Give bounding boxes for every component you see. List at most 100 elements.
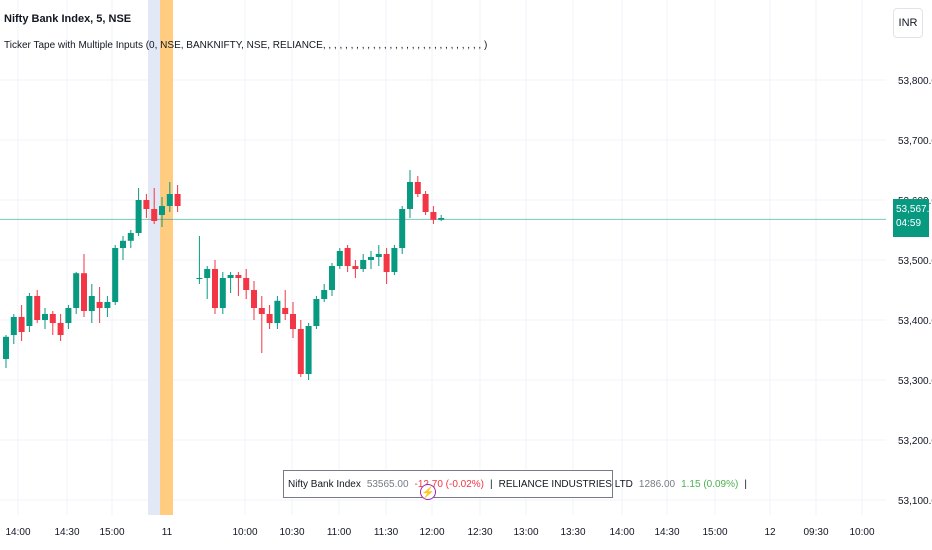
candle-body [3, 336, 9, 359]
candle-body [18, 317, 25, 332]
price-axis-label: 53,700.00 [898, 136, 932, 147]
candle-body [243, 278, 250, 290]
candle-body [251, 290, 257, 308]
lightning-icon[interactable]: ⚡ [420, 484, 436, 500]
ticker-change-2: 1.15 (0.09%) [681, 478, 739, 490]
candle-body [212, 269, 218, 308]
time-axis-label: 13:00 [513, 527, 538, 538]
time-axis-label: 10:30 [279, 527, 304, 538]
time-axis-label: 13:30 [560, 527, 585, 538]
candle-body [174, 194, 181, 206]
candle-body [34, 296, 41, 320]
price-axis-label: 53,400.00 [898, 316, 932, 327]
candle-body [274, 300, 281, 323]
candle-body [143, 200, 150, 209]
candle-body [336, 251, 343, 266]
candle-body [352, 266, 359, 269]
currency-button[interactable]: INR [893, 8, 923, 38]
chart-grid [0, 0, 886, 515]
time-axis[interactable]: 14:00 14:30 15:00 11 10:00 10:30 11:00 11:30 12:… [5, 527, 874, 538]
candle-body [81, 273, 87, 311]
candle-body [166, 194, 173, 206]
candle-body [321, 290, 328, 299]
candle-body [414, 182, 421, 194]
symbol-title[interactable]: Nifty Bank Index, 5, NSE [4, 13, 132, 25]
candle-body [135, 200, 142, 233]
time-axis-label: 11:30 [374, 527, 399, 538]
ticker-change-1: -12.70 (-0.02%) [414, 478, 485, 490]
ticker-name-1: Nifty Bank Index [288, 478, 361, 490]
time-axis-label: 11:00 [327, 527, 352, 538]
candle-body [290, 314, 296, 329]
candle-body [360, 260, 367, 269]
time-axis-label: 14:00 [5, 527, 30, 538]
last-price-tag: 53,567.75 04:59 [893, 199, 932, 237]
ticker-price-2: 1286.00 [638, 478, 676, 490]
price-axis-label: 53,200.00 [898, 436, 932, 447]
candle-body [65, 308, 72, 323]
ticker-tape: Nifty Bank Index 53565.00 -12.70 (-0.02%… [283, 470, 747, 498]
candle-body [104, 302, 111, 308]
candle-body [151, 209, 158, 221]
price-axis-label: 53,300.00 [898, 376, 932, 387]
candle-body [227, 275, 234, 278]
candle-body [26, 296, 33, 326]
candle-body [438, 218, 445, 220]
candle-body [42, 314, 48, 320]
price-axis[interactable]: 53,800.0053,700.0053,600.0053,500.0053,4… [898, 76, 932, 507]
ticker-name-2: RELIANCE INDUSTRIES LTD [498, 478, 633, 490]
time-axis-label: 10:00 [849, 527, 874, 538]
candle-body [73, 273, 80, 308]
candle-body [313, 299, 320, 326]
candle-body [407, 182, 413, 209]
candle-body [368, 257, 374, 260]
candle-body [112, 248, 119, 302]
candle-body [422, 194, 429, 212]
session-highlight [160, 0, 173, 515]
price-axis-label: 53,100.00 [898, 496, 932, 507]
time-axis-label: 12:30 [467, 527, 492, 538]
candle-body [120, 240, 126, 248]
candle-body [344, 248, 351, 266]
candle-body [219, 278, 226, 308]
price-axis-label: 53,800.00 [898, 76, 932, 87]
candle-body [375, 254, 382, 257]
candle-body [10, 317, 17, 335]
session-band [148, 0, 160, 515]
candle-body [430, 212, 437, 220]
ticker-separator-end: | [744, 478, 747, 490]
time-axis-label: 12 [764, 527, 776, 538]
time-axis-label: 15:00 [99, 527, 124, 538]
candle-body [235, 275, 242, 278]
candles [3, 170, 445, 380]
candle-body [399, 209, 406, 248]
candle-body [204, 269, 211, 278]
candle-body [49, 314, 56, 323]
time-axis-label: 12:00 [419, 527, 444, 538]
candle-body [391, 248, 398, 272]
last-price-value: 53,567.75 [896, 204, 932, 215]
candle-body [196, 278, 203, 279]
time-axis-label: 10:00 [232, 527, 257, 538]
candle-body [159, 206, 165, 215]
candle-body [329, 266, 335, 290]
candle-body [297, 329, 304, 374]
candle-body [57, 323, 64, 335]
candle-body [258, 308, 265, 314]
ticker-price-1: 53565.00 [366, 478, 409, 490]
candle-body [305, 326, 312, 374]
candle-body [266, 314, 273, 323]
time-axis-label: 14:30 [54, 527, 79, 538]
indicator-legend[interactable]: Ticker Tape with Multiple Inputs (0, NSE… [4, 40, 488, 51]
time-axis-label: 14:30 [654, 527, 679, 538]
candle-body [88, 296, 95, 311]
candle-body [282, 308, 289, 314]
candle-body [96, 302, 103, 308]
time-axis-label: 11 [162, 527, 173, 538]
bar-countdown: 04:59 [896, 218, 922, 229]
candle-body [383, 254, 390, 272]
candle-body [127, 233, 134, 241]
time-axis-label: 14:00 [609, 527, 634, 538]
time-axis-label: 09:30 [803, 527, 828, 538]
